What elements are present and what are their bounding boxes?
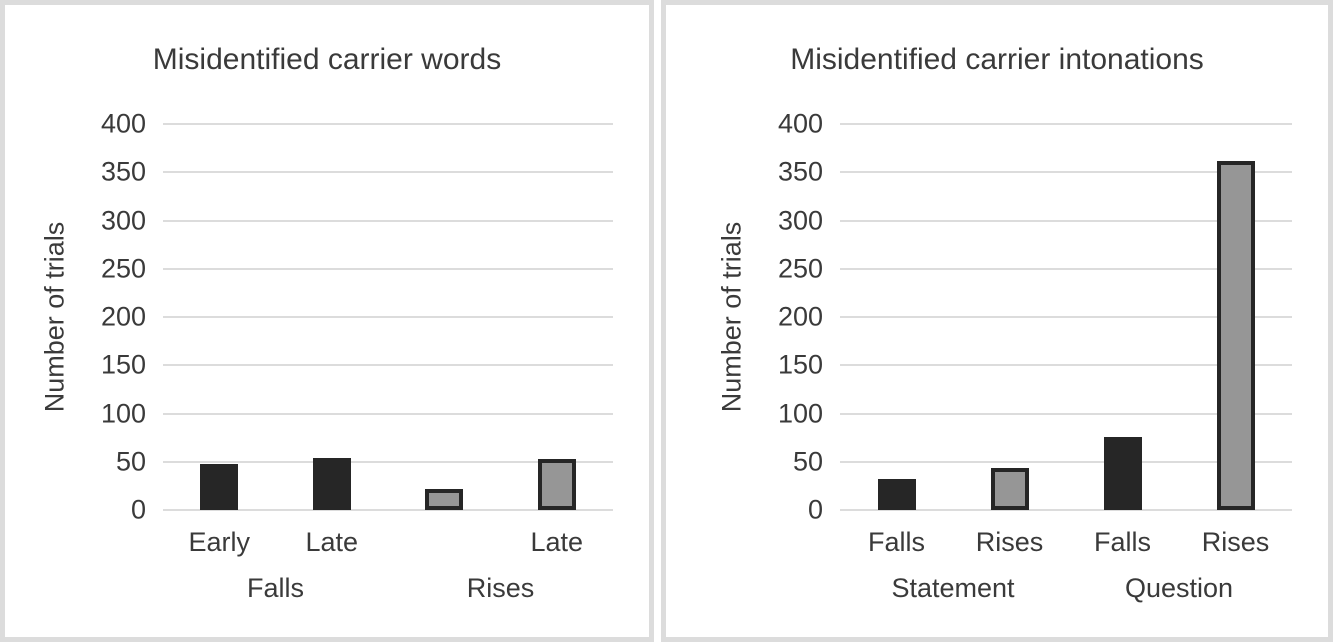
group-labels: Statement Question [840, 573, 1292, 604]
gridline [840, 267, 1292, 270]
chart-panel-words: Misidentified carrier words Number of tr… [0, 0, 654, 642]
y-tick-label: 250 [777, 253, 823, 284]
gridline [163, 460, 613, 463]
bar-slot [388, 124, 501, 510]
bar [990, 467, 1029, 510]
y-tick-label: 400 [100, 108, 146, 139]
category-labels: Early Late Late [163, 527, 613, 558]
category-label: Rises [975, 527, 1044, 557]
gridline [163, 364, 613, 367]
y-tick-label: 100 [100, 398, 146, 428]
bar-slot [840, 124, 953, 510]
chart-title: Misidentified carrier words [152, 43, 502, 76]
y-tick-label: 50 [115, 446, 146, 477]
bar [312, 457, 351, 510]
bar-slot [1179, 124, 1292, 510]
category-label: Late [530, 527, 584, 557]
gridline [840, 509, 1292, 511]
y-tick-label: 200 [100, 301, 146, 332]
gridline [163, 171, 613, 174]
plot-area: Number of trials 400 350 300 250 200 150 100 50… [40, 110, 613, 603]
category-label: Rises [1201, 527, 1270, 557]
category-label: Falls [867, 527, 925, 557]
gridline [163, 316, 613, 318]
chart-title: Misidentified carrier intonations [790, 43, 1204, 76]
gridline [840, 460, 1292, 463]
bar [1216, 160, 1255, 510]
gridline [163, 412, 613, 415]
gridline [840, 412, 1292, 415]
bar [1103, 436, 1142, 510]
y-axis-label: Number of trials [39, 221, 70, 413]
category-label: Late [305, 527, 359, 557]
gridline [163, 123, 613, 125]
gridline [163, 509, 613, 511]
y-tick-label: 250 [100, 253, 146, 284]
y-tick-label: 50 [792, 446, 823, 477]
category-label: Early [188, 527, 250, 557]
category-label [388, 527, 501, 558]
gridline [840, 316, 1292, 318]
y-tick-label: 350 [777, 156, 823, 187]
y-tick-label: 350 [100, 156, 146, 187]
group-label: Question [1124, 573, 1234, 603]
gridline [840, 219, 1292, 222]
gridline [840, 364, 1292, 367]
group-label: Falls [246, 573, 304, 603]
y-tick-label: 300 [100, 205, 146, 235]
y-tick-label: 200 [777, 301, 823, 332]
group-label: Rises [466, 573, 535, 603]
y-tick-label: 300 [777, 205, 823, 235]
group-label: Statement [891, 573, 1015, 603]
gridline [163, 267, 613, 270]
bars [840, 124, 1292, 510]
bar [200, 463, 239, 510]
bar-slot [501, 124, 614, 510]
group-labels: Falls Rises [163, 573, 613, 604]
bars [163, 124, 613, 510]
bar [537, 458, 576, 510]
bar [877, 479, 916, 510]
bar [425, 488, 464, 510]
y-tick-label: 150 [777, 349, 823, 380]
bar-slot [276, 124, 389, 510]
y-tick-label: 400 [777, 108, 823, 139]
y-tick-label: 100 [777, 398, 823, 428]
plot-area: Number of trials 400 350 300 250 200 150 100 50… [717, 110, 1292, 603]
category-label: Falls [1093, 527, 1151, 557]
bar-slot [163, 124, 276, 510]
gridline [840, 123, 1292, 125]
y-tick-label: 150 [100, 349, 146, 380]
category-labels: Falls Rises Falls Rises [840, 527, 1292, 558]
chart-panel-intonations: Misidentified carrier intonations Number… [661, 0, 1333, 642]
y-tick-label: 0 [807, 494, 823, 525]
y-axis-label: Number of trials [716, 221, 747, 413]
bar-slot [1066, 124, 1179, 510]
gridline [840, 171, 1292, 174]
y-tick-label: 0 [130, 494, 146, 525]
bar-slot [953, 124, 1066, 510]
gridline [163, 219, 613, 222]
